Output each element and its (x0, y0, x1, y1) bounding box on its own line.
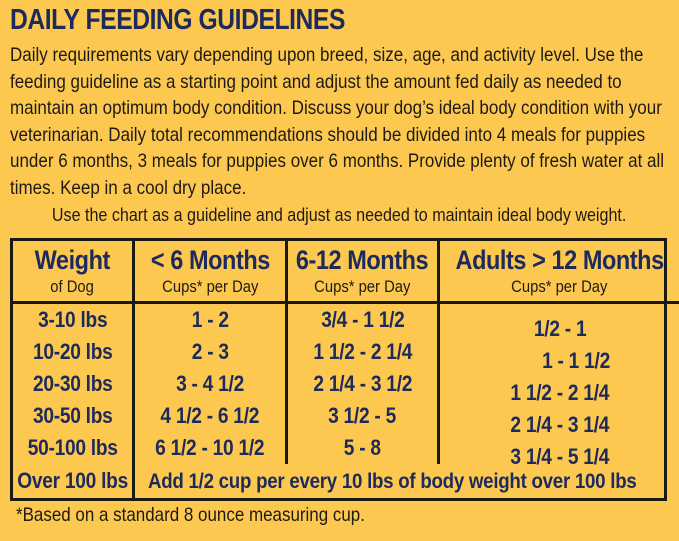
over-100-note-cell: Add 1/2 cup per every 10 lbs of body wei… (132, 464, 679, 498)
table-row-adults-cell: 1 - 1 1/2 (437, 336, 679, 373)
header-under-6-months-subtitle: Cups* per Day (161, 277, 259, 296)
table-row-6to12-cell: 2 1/4 - 3 1/2 (285, 368, 437, 400)
intro-paragraph: Daily requirements vary depending upon b… (10, 44, 665, 199)
cups-value: 3 1/4 - 5 1/4 (510, 444, 610, 469)
cups-value: 4 1/2 - 6 1/2 (160, 403, 260, 428)
footnote-text: *Based on a standard 8 ounce measuring c… (16, 504, 365, 526)
cups-value: 2 1/4 - 3 1/4 (510, 412, 610, 437)
header-weight-title: Weight (34, 245, 111, 275)
header-adults-title: Adults > 12 Months (455, 245, 665, 275)
weight-value: 20-30 lbs (32, 371, 113, 396)
over-100-weight-cell: Over 100 lbs (13, 464, 132, 498)
table-row-weight-cell: 3-10 lbs (13, 304, 132, 336)
header-6-12-months: 6-12 Months Cups* per Day (285, 241, 437, 304)
weight-value: 50-100 lbs (27, 435, 118, 460)
cups-value: 3 - 4 1/2 (176, 371, 244, 396)
table-row-adults-cell: 1/2 - 1 (437, 304, 679, 341)
table-row-under6-cell: 3 - 4 1/2 (132, 368, 285, 400)
cups-value: 1 - 2 (191, 307, 229, 332)
chart-note: Use the chart as a guideline and adjust … (0, 204, 679, 226)
header-6-12-months-subtitle: Cups* per Day (314, 277, 411, 296)
header-weight-subtitle: of Dog (50, 277, 95, 296)
weight-value: 30-50 lbs (32, 403, 113, 428)
table-row-adults-cell: 3 1/4 - 5 1/4 (437, 432, 679, 469)
cups-value: 1 1/2 - 2 1/4 (510, 380, 610, 405)
header-adults-subtitle: Cups* per Day (511, 277, 608, 296)
cups-value: 2 - 3 (191, 339, 229, 364)
table-row-6to12-cell: 3/4 - 1 1/2 (285, 304, 437, 336)
table-row-6to12-cell: 1 1/2 - 2 1/4 (285, 336, 437, 368)
table-row-under6-cell: 1 - 2 (132, 304, 285, 336)
weight-value: 3-10 lbs (37, 307, 108, 332)
table-row-under6-cell: 2 - 3 (132, 336, 285, 368)
header-under-6-months: < 6 Months Cups* per Day (132, 241, 285, 304)
table-row-weight-cell: 30-50 lbs (13, 400, 132, 432)
table-row-under6-cell: 6 1/2 - 10 1/2 (132, 432, 285, 464)
table-row-6to12-cell: 5 - 8 (285, 432, 437, 464)
cups-value: 6 1/2 - 10 1/2 (155, 435, 265, 460)
table-row-weight-cell: 20-30 lbs (13, 368, 132, 400)
chart-note-text: Use the chart as a guideline and adjust … (52, 204, 627, 225)
cups-value: 5 - 8 (343, 435, 382, 460)
feeding-table: Weight of Dog < 6 Months Cups* per Day 6… (10, 238, 679, 501)
cups-value: 3 1/2 - 5 (328, 403, 397, 428)
table-row-6to12-cell: 3 1/2 - 5 (285, 400, 437, 432)
table-row-under6-cell: 4 1/2 - 6 1/2 (132, 400, 285, 432)
footnote: *Based on a standard 8 ounce measuring c… (16, 504, 417, 527)
cups-value: 1 1/2 - 2 1/4 (313, 339, 412, 364)
weight-value: Over 100 lbs (17, 468, 128, 493)
header-adults: Adults > 12 Months Cups* per Day (437, 241, 679, 304)
cups-value: 1/2 - 1 (533, 316, 586, 341)
header-6-12-months-title: 6-12 Months (296, 245, 429, 275)
cups-value: 1 - 1 1/2 (541, 348, 610, 373)
page-title: DAILY FEEDING GUIDELINES (10, 4, 345, 36)
table-row-weight-cell: 50-100 lbs (13, 432, 132, 464)
table-row-adults-cell: 2 1/4 - 3 1/4 (437, 400, 679, 437)
header-under-6-months-title: < 6 Months (150, 245, 270, 275)
cups-value: 2 1/4 - 3 1/2 (313, 371, 412, 396)
over-100-note: Add 1/2 cup per every 10 lbs of body wei… (148, 468, 637, 493)
header-weight: Weight of Dog (13, 241, 132, 304)
cups-value: 3/4 - 1 1/2 (320, 307, 405, 332)
table-row-weight-cell: 10-20 lbs (13, 336, 132, 368)
weight-value: 10-20 lbs (32, 339, 113, 364)
table-row-adults-cell: 1 1/2 - 2 1/4 (437, 368, 679, 405)
